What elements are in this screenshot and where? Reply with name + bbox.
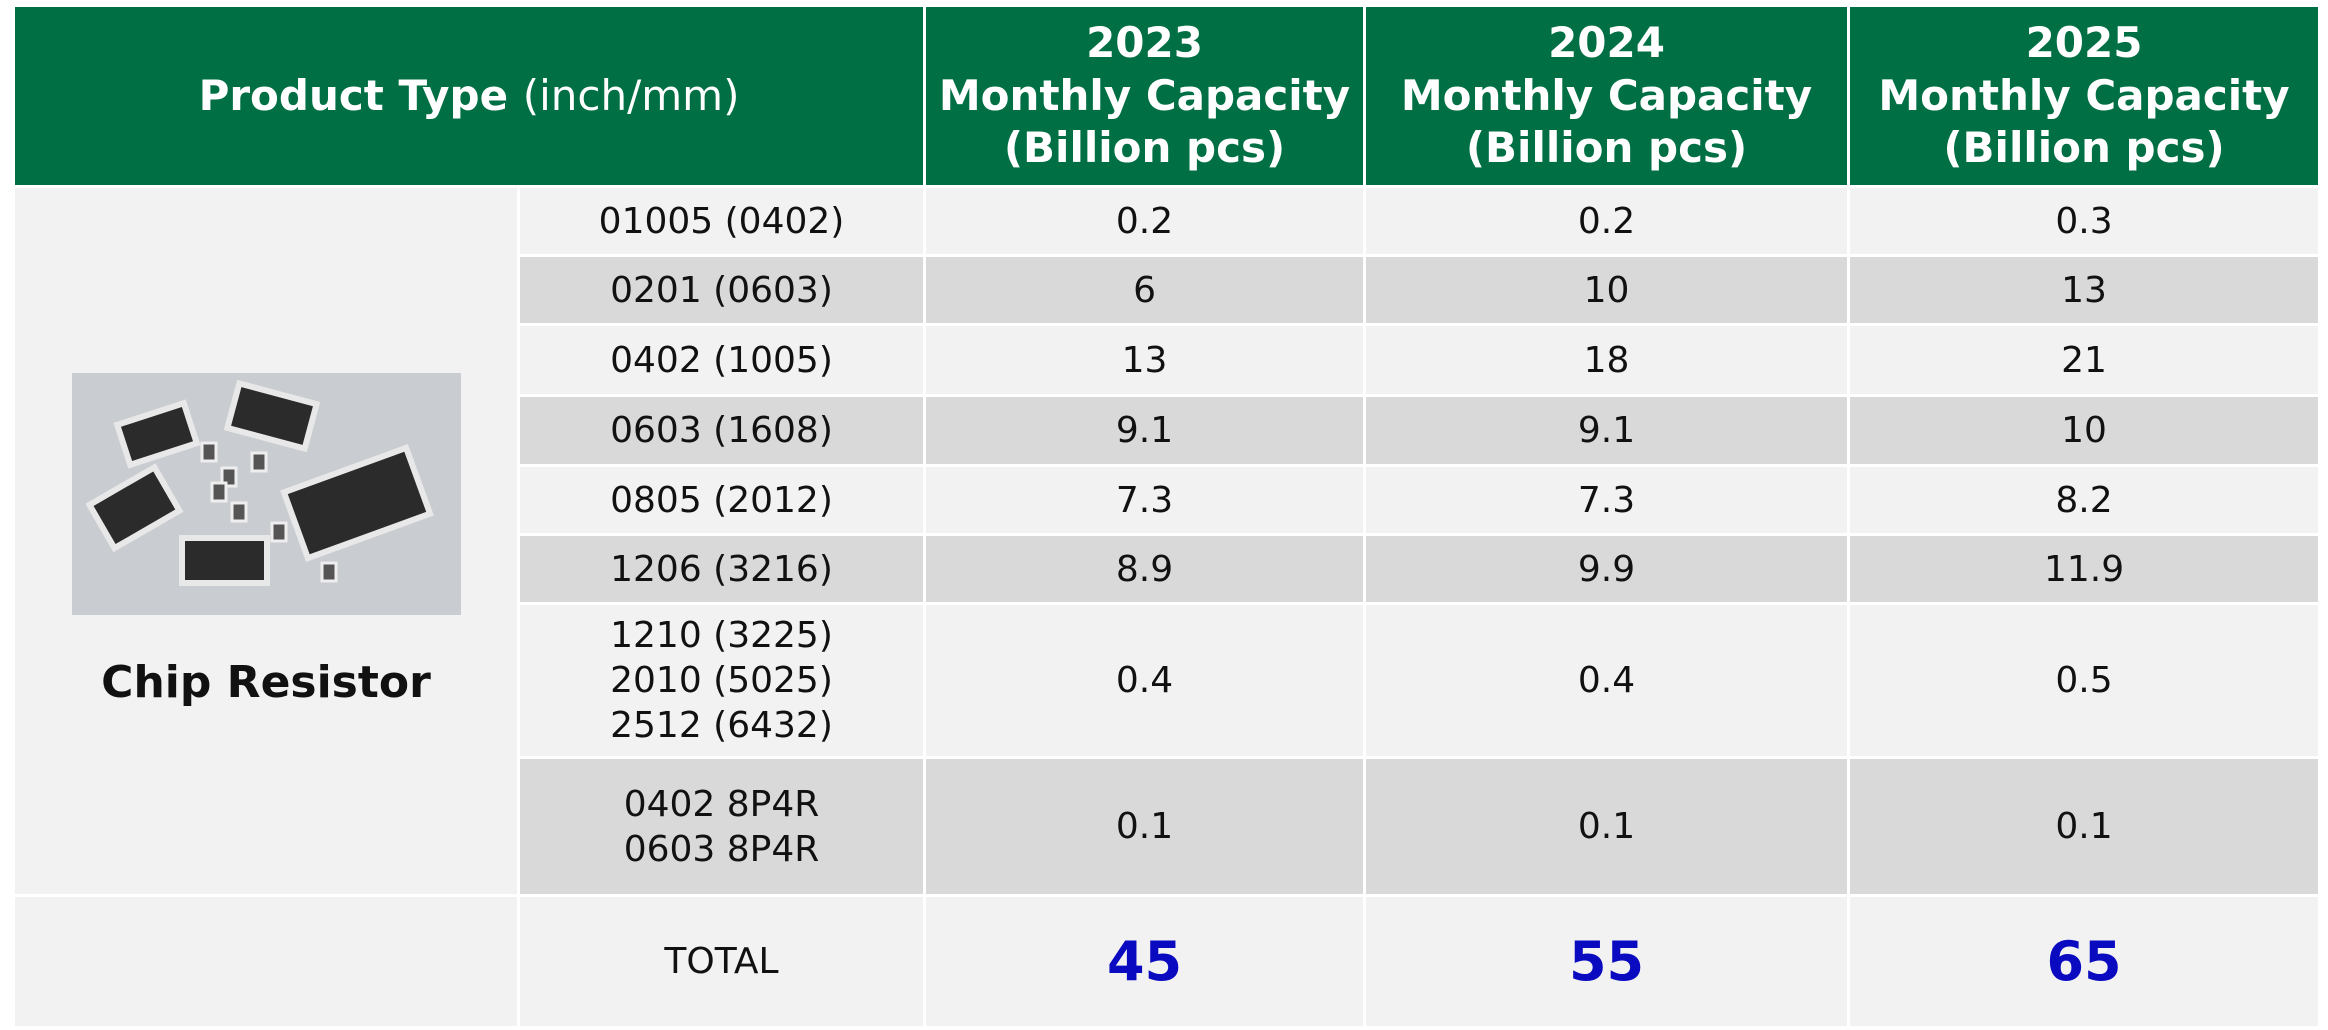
size-line: 2512 (6432)	[520, 703, 923, 748]
size-cell: 1210 (3225)2010 (5025)2512 (6432)	[519, 604, 925, 758]
size-cell: 0402 (1005)	[519, 325, 925, 396]
capacity-value: 9.9	[1365, 535, 1849, 604]
header-unit: (inch/mm)	[523, 71, 740, 120]
size-line: 1206 (3216)	[520, 547, 923, 592]
product-header: Product Type (inch/mm)	[14, 6, 925, 187]
size-cell: 0603 (1608)	[519, 396, 925, 466]
size-line: 0201 (0603)	[520, 268, 923, 313]
capacity-value: 13	[1849, 256, 2320, 325]
capacity-value: 0.1	[1849, 758, 2320, 896]
capacity-value: 8.2	[1849, 466, 2320, 535]
size-cell: 0201 (0603)	[519, 256, 925, 325]
capacity-value: 10	[1849, 396, 2320, 466]
capacity-value: 0.4	[1365, 604, 1849, 758]
capacity-value: 7.3	[1365, 466, 1849, 535]
header-line: 2024	[1366, 17, 1847, 70]
capacity-value: 21	[1849, 325, 2320, 396]
size-line: 01005 (0402)	[520, 199, 923, 244]
size-line: 0603 (1608)	[520, 408, 923, 453]
capacity-value: 10	[1365, 256, 1849, 325]
header-line: (Billion pcs)	[926, 122, 1363, 175]
capacity-value: 9.1	[925, 396, 1365, 466]
page: Product Type (inch/mm) 2023Monthly Capac…	[0, 0, 2328, 1030]
size-line: 0402 (1005)	[520, 338, 923, 383]
total-value: 65	[1849, 896, 2320, 1028]
total-value: 55	[1365, 896, 1849, 1028]
capacity-value: 0.3	[1849, 187, 2320, 256]
capacity-value: 18	[1365, 325, 1849, 396]
header-line: (Billion pcs)	[1366, 122, 1847, 175]
product-image	[72, 373, 461, 615]
size-line: 0805 (2012)	[520, 478, 923, 523]
header-line: 2023	[926, 17, 1363, 70]
capacity-value: 0.1	[925, 758, 1365, 896]
total-label: TOTAL	[519, 896, 925, 1028]
capacity-value: 0.2	[1365, 187, 1849, 256]
size-cell: 1206 (3216)	[519, 535, 925, 604]
capacity-value: 0.1	[1365, 758, 1849, 896]
product-cell: Chip Resistor	[14, 187, 519, 896]
capacity-value: 7.3	[925, 466, 1365, 535]
capacity-value: 6	[925, 256, 1365, 325]
capacity-value: 11.9	[1849, 535, 2320, 604]
header-line: Monthly Capacity	[1850, 70, 2318, 123]
capacity-value: 0.2	[925, 187, 1365, 256]
capacity-value: 0.4	[925, 604, 1365, 758]
header-line: Monthly Capacity	[1366, 70, 1847, 123]
size-line: 2010 (5025)	[520, 658, 923, 703]
header-line: (Billion pcs)	[1850, 122, 2318, 175]
total-value: 45	[925, 896, 1365, 1028]
capacity-value: 8.9	[925, 535, 1365, 604]
total-blank	[14, 896, 519, 1028]
header-line: Monthly Capacity	[926, 70, 1363, 123]
size-line: 1210 (3225)	[520, 613, 923, 658]
size-cell: 0805 (2012)	[519, 466, 925, 535]
capacity-value: 9.1	[1365, 396, 1849, 466]
size-line: 0402 8P4R	[520, 782, 923, 827]
header-line: 2025	[1850, 17, 2318, 70]
size-cell: 01005 (0402)	[519, 187, 925, 256]
header-text: Product Type	[199, 71, 509, 120]
capacity-value: 13	[925, 325, 1365, 396]
product-name: Chip Resistor	[15, 655, 517, 710]
capacity-value: 0.5	[1849, 604, 2320, 758]
size-line: 0603 8P4R	[520, 827, 923, 872]
